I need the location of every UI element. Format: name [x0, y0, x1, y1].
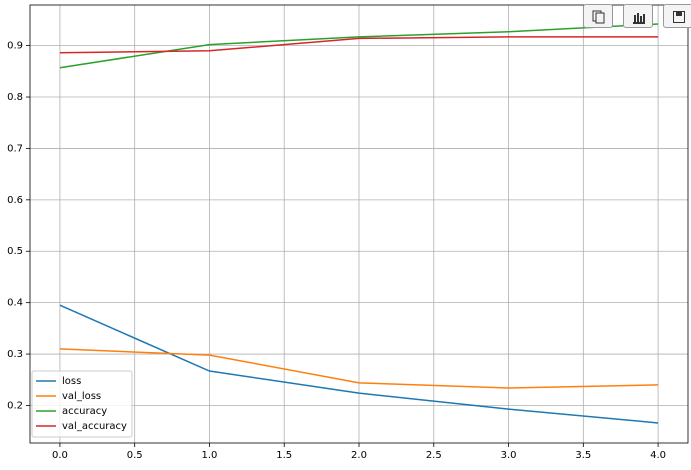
y-tick-label: 0.4	[7, 298, 23, 309]
y-tick-label: 0.7	[7, 143, 23, 154]
series-line	[59, 304, 659, 424]
x-tick-label: 3.0	[501, 450, 517, 461]
legend-box	[31, 370, 133, 438]
axes-frame	[29, 4, 689, 444]
legend-label: val_loss	[62, 391, 101, 402]
series-line	[59, 36, 659, 54]
legend-label: loss	[62, 376, 81, 387]
x-tick-label: 1.5	[276, 450, 292, 461]
x-tick-label: 0.5	[127, 450, 143, 461]
legend-label: accuracy	[62, 406, 107, 417]
x-tick-label: 2.5	[426, 450, 442, 461]
y-tick-label: 0.5	[7, 246, 23, 257]
x-tick-label: 2.0	[351, 450, 367, 461]
chart-icon	[633, 13, 645, 24]
copy-button[interactable]	[583, 4, 613, 28]
legend-label: val_accuracy	[62, 421, 127, 432]
y-tick-label: 0.2	[7, 400, 23, 411]
y-tick-label: 0.9	[7, 41, 23, 52]
save-icon	[673, 11, 685, 23]
chart-button[interactable]	[623, 4, 653, 28]
x-tick-label: 0.0	[52, 450, 68, 461]
series-line	[59, 348, 659, 389]
x-tick-label: 3.5	[575, 450, 591, 461]
copy-icon	[592, 10, 605, 24]
x-tick-label: 1.0	[202, 450, 218, 461]
save-button[interactable]	[663, 4, 691, 28]
x-tick-label: 4.0	[650, 450, 666, 461]
series-line	[59, 23, 659, 69]
y-tick-label: 0.8	[7, 92, 23, 103]
y-tick-label: 0.3	[7, 349, 23, 360]
y-tick-label: 0.6	[7, 195, 23, 206]
